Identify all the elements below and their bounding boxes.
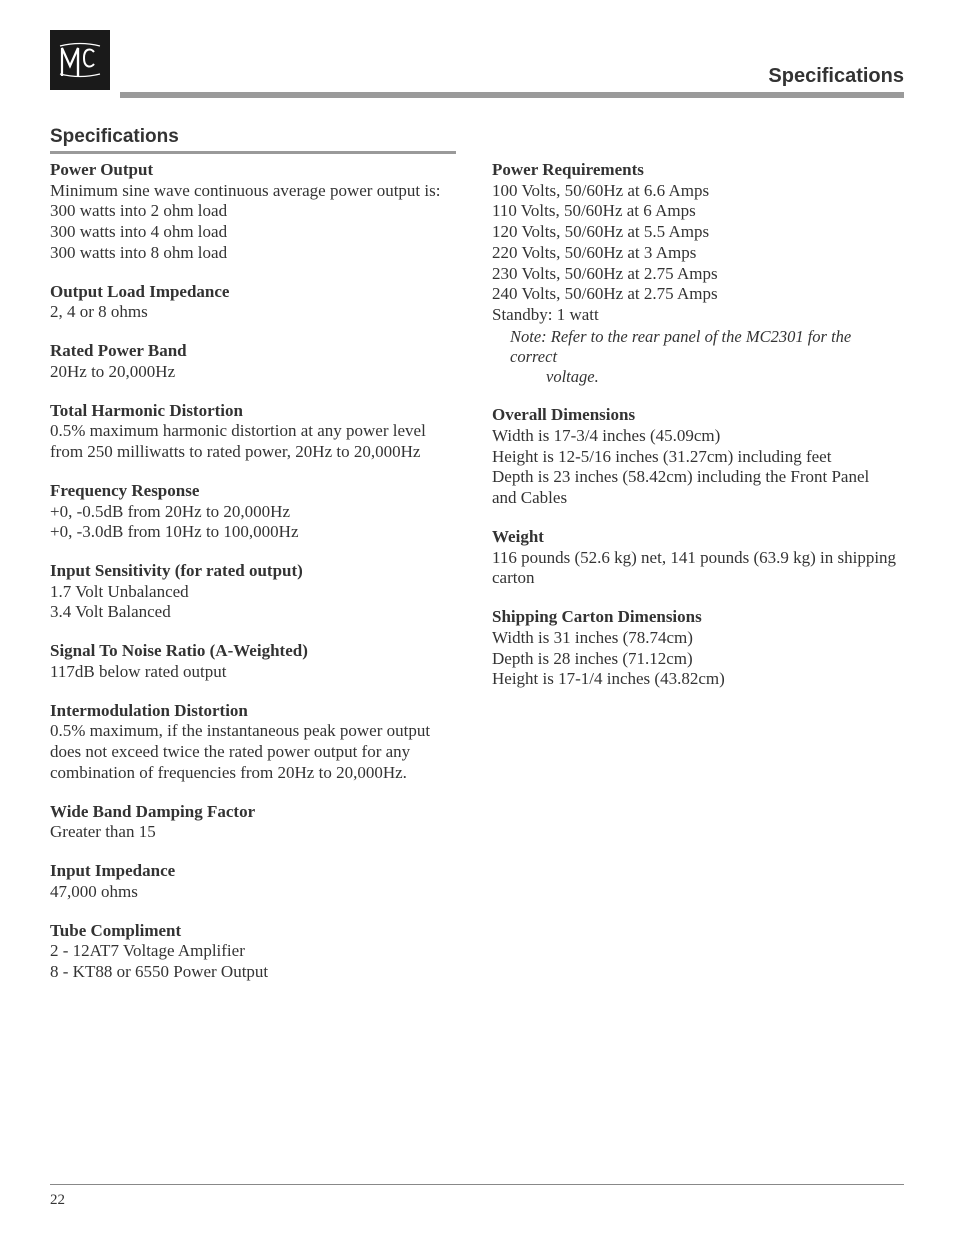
header-rule [120, 92, 904, 98]
content-columns: Power Output Minimum sine wave continuou… [50, 160, 904, 1001]
spec-snr: Signal To Noise Ratio (A-Weighted) 117dB… [50, 641, 456, 682]
spec-text: 3.4 Volt Balanced [50, 602, 456, 623]
spec-text: 300 watts into 4 ohm load [50, 222, 456, 243]
spec-text: 110 Volts, 50/60Hz at 6 Amps [492, 201, 898, 222]
spec-heading: Intermodulation Distortion [50, 701, 456, 722]
left-column: Power Output Minimum sine wave continuou… [50, 160, 456, 1001]
spec-text: 1.7 Volt Unbalanced [50, 582, 456, 603]
spec-shipping-dimensions: Shipping Carton Dimensions Width is 31 i… [492, 607, 898, 690]
right-column: Power Requirements 100 Volts, 50/60Hz at… [492, 160, 898, 1001]
spec-text: 220 Volts, 50/60Hz at 3 Amps [492, 243, 898, 264]
spec-text: 8 - KT88 or 6550 Power Output [50, 962, 456, 983]
spec-heading: Power Output [50, 160, 456, 181]
spec-text: 2, 4 or 8 ohms [50, 302, 456, 323]
brand-logo [50, 30, 110, 90]
spec-text: Minimum sine wave continuous average pow… [50, 181, 456, 202]
spec-text: +0, -3.0dB from 10Hz to 100,000Hz [50, 522, 456, 543]
spec-text: Width is 17-3/4 inches (45.09cm) [492, 426, 898, 447]
spec-input-sensitivity: Input Sensitivity (for rated output) 1.7… [50, 561, 456, 623]
spec-text: 2 - 12AT7 Voltage Amplifier [50, 941, 456, 962]
header-title: Specifications [120, 65, 904, 88]
spec-note: Note: Refer to the rear panel of the MC2… [492, 327, 898, 387]
spec-heading: Rated Power Band [50, 341, 456, 362]
spec-heading: Wide Band Damping Factor [50, 802, 456, 823]
spec-frequency-response: Frequency Response +0, -0.5dB from 20Hz … [50, 481, 456, 543]
spec-overall-dimensions: Overall Dimensions Width is 17-3/4 inche… [492, 405, 898, 509]
footer-rule [50, 1184, 904, 1185]
spec-heading: Output Load Impedance [50, 282, 456, 303]
spec-text: Standby: 1 watt [492, 305, 898, 326]
page: Specifications Specifications Power Outp… [0, 0, 954, 1001]
logo-icon [58, 38, 102, 82]
spec-text: 240 Volts, 50/60Hz at 2.75 Amps [492, 284, 898, 305]
spec-text: 117dB below rated output [50, 662, 456, 683]
spec-rated-power-band: Rated Power Band 20Hz to 20,000Hz [50, 341, 456, 382]
spec-heading: Weight [492, 527, 898, 548]
page-number: 22 [50, 1192, 65, 1209]
spec-text: +0, -0.5dB from 20Hz to 20,000Hz [50, 502, 456, 523]
spec-text: Height is 12-5/16 inches (31.27cm) inclu… [492, 447, 898, 468]
spec-input-impedance: Input Impedance 47,000 ohms [50, 861, 456, 902]
note-line: voltage. [510, 367, 898, 387]
spec-heading: Overall Dimensions [492, 405, 898, 426]
spec-text: 0.5% maximum harmonic distortion at any … [50, 421, 456, 462]
spec-text: 100 Volts, 50/60Hz at 6.6 Amps [492, 181, 898, 202]
spec-text: 47,000 ohms [50, 882, 456, 903]
note-line: Note: Refer to the rear panel of the MC2… [510, 327, 851, 366]
spec-damping: Wide Band Damping Factor Greater than 15 [50, 802, 456, 843]
spec-heading: Input Impedance [50, 861, 456, 882]
spec-text: 300 watts into 2 ohm load [50, 201, 456, 222]
spec-tube-compliment: Tube Compliment 2 - 12AT7 Voltage Amplif… [50, 921, 456, 983]
spec-heading: Frequency Response [50, 481, 456, 502]
spec-heading: Signal To Noise Ratio (A-Weighted) [50, 641, 456, 662]
spec-heading: Input Sensitivity (for rated output) [50, 561, 456, 582]
spec-power-requirements: Power Requirements 100 Volts, 50/60Hz at… [492, 160, 898, 387]
spec-heading: Tube Compliment [50, 921, 456, 942]
section-title: Specifications [50, 126, 904, 148]
spec-output-load-impedance: Output Load Impedance 2, 4 or 8 ohms [50, 282, 456, 323]
section-title-rule [50, 151, 456, 154]
spec-thd: Total Harmonic Distortion 0.5% maximum h… [50, 401, 456, 463]
spec-text: 230 Volts, 50/60Hz at 2.75 Amps [492, 264, 898, 285]
spec-text: 120 Volts, 50/60Hz at 5.5 Amps [492, 222, 898, 243]
spec-text: Greater than 15 [50, 822, 456, 843]
spec-text: 0.5% maximum, if the instantaneous peak … [50, 721, 456, 783]
spec-heading: Shipping Carton Dimensions [492, 607, 898, 628]
spec-text: Width is 31 inches (78.74cm) [492, 628, 898, 649]
spec-text: 300 watts into 8 ohm load [50, 243, 456, 264]
spec-text: 116 pounds (52.6 kg) net, 141 pounds (63… [492, 548, 898, 589]
spec-text: Height is 17-1/4 inches (43.82cm) [492, 669, 898, 690]
header-row: Specifications [50, 30, 904, 90]
spec-text: Depth is 23 inches (58.42cm) including t… [492, 467, 898, 508]
header-title-wrap: Specifications [120, 65, 904, 90]
spec-text: Depth is 28 inches (71.12cm) [492, 649, 898, 670]
spec-weight: Weight 116 pounds (52.6 kg) net, 141 pou… [492, 527, 898, 589]
spec-imd: Intermodulation Distortion 0.5% maximum,… [50, 701, 456, 784]
spec-text: 20Hz to 20,000Hz [50, 362, 456, 383]
spec-heading: Total Harmonic Distortion [50, 401, 456, 422]
spec-power-output: Power Output Minimum sine wave continuou… [50, 160, 456, 264]
spec-heading: Power Requirements [492, 160, 898, 181]
